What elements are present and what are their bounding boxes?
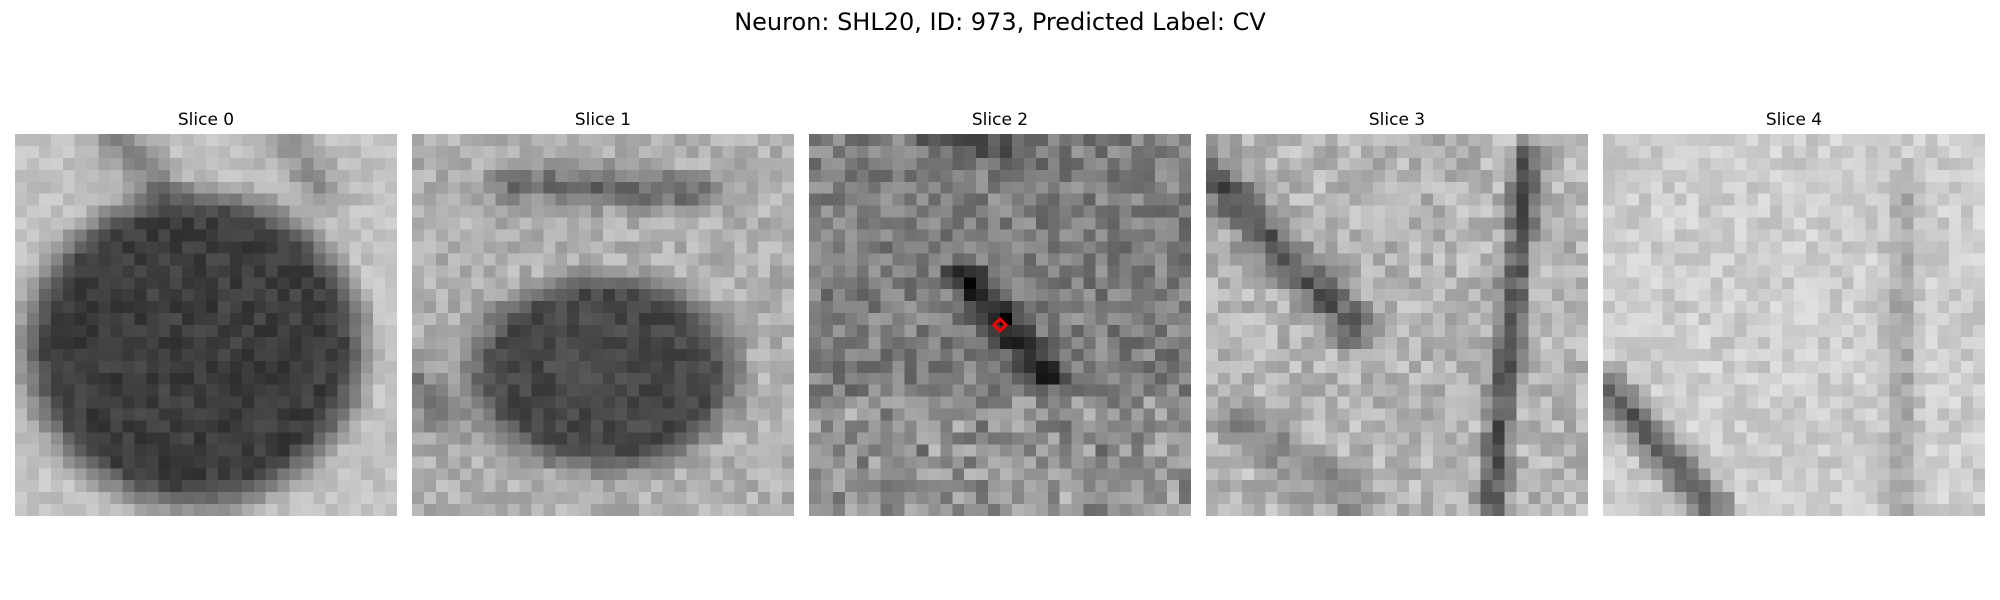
- slice-panel-3: Slice 3: [1206, 108, 1588, 516]
- slice-panel-2: Slice 2: [809, 108, 1191, 516]
- slice-pixels: [809, 134, 1191, 516]
- slice-panel-4: Slice 4: [1603, 108, 1985, 516]
- slice-pixels: [1603, 134, 1985, 516]
- center-marker-icon: [991, 316, 1009, 334]
- slice-title: Slice 4: [1765, 110, 1823, 130]
- slice-panel-0: Slice 0: [15, 108, 397, 516]
- slice-image: [809, 134, 1191, 516]
- slice-title: Slice 2: [971, 110, 1029, 130]
- figure-title: Neuron: SHL20, ID: 973, Predicted Label:…: [734, 8, 1266, 36]
- slice-panel-1: Slice 1: [412, 108, 794, 516]
- slice-title: Slice 3: [1368, 110, 1426, 130]
- slice-image: [1603, 134, 1985, 516]
- slice-title: Slice 0: [177, 110, 235, 130]
- slice-pixels: [1206, 134, 1588, 516]
- slice-title: Slice 1: [574, 110, 632, 130]
- slice-image: [412, 134, 794, 516]
- slice-image: [1206, 134, 1588, 516]
- slice-pixels: [412, 134, 794, 516]
- slice-pixels: [15, 134, 397, 516]
- slice-image: [15, 134, 397, 516]
